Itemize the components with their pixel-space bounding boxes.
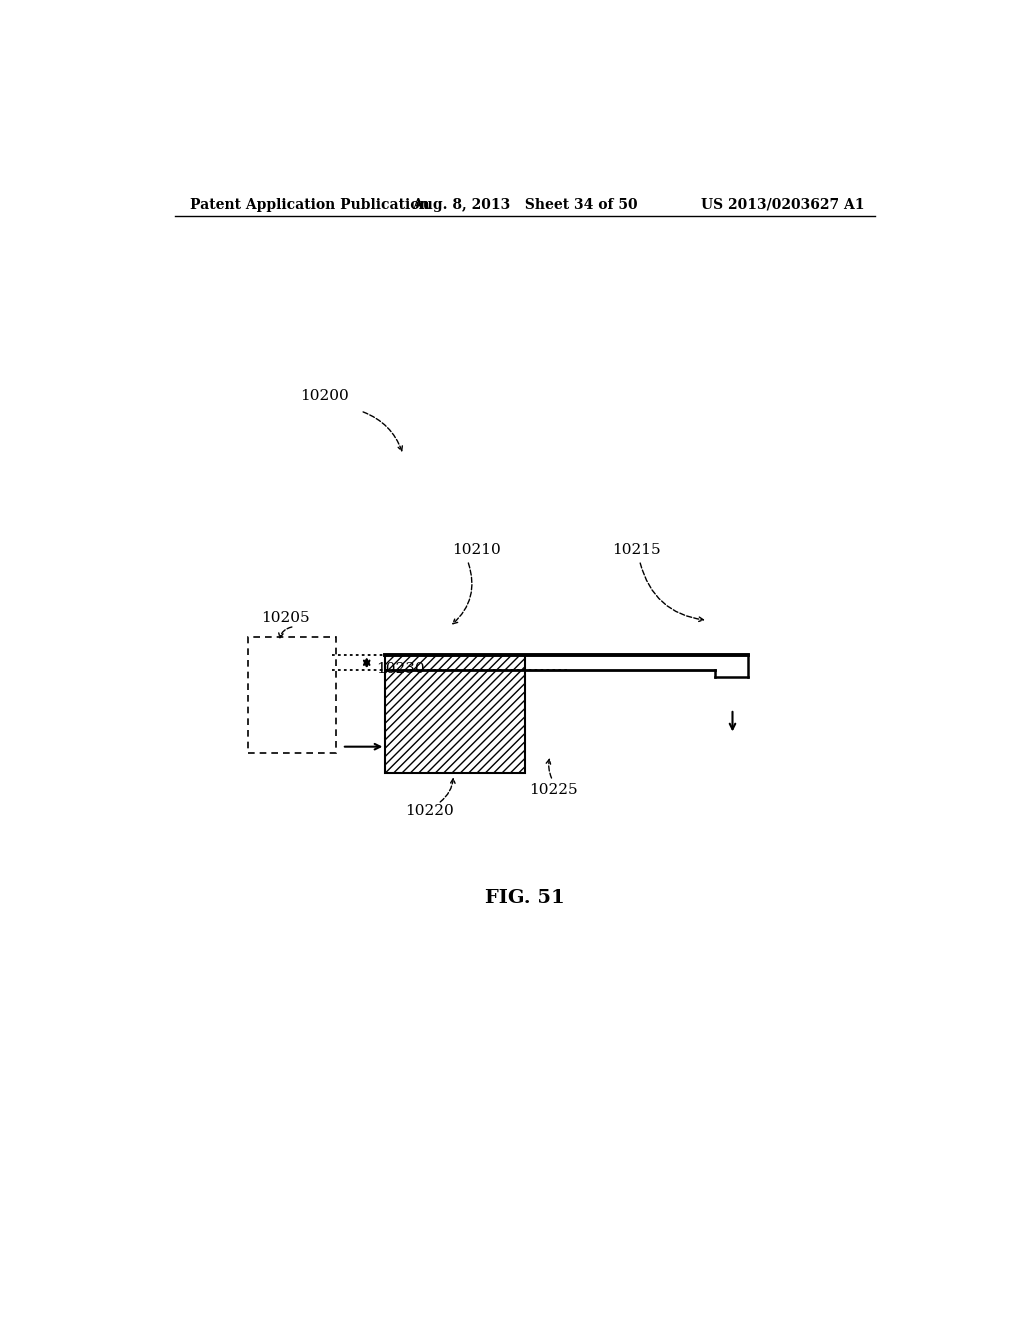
FancyArrowPatch shape <box>640 564 703 622</box>
FancyArrowPatch shape <box>453 562 472 624</box>
FancyArrowPatch shape <box>440 779 455 803</box>
Bar <box>248 638 336 752</box>
Text: 10200: 10200 <box>300 388 349 403</box>
Text: 10215: 10215 <box>612 543 662 557</box>
Text: 10220: 10220 <box>406 804 455 818</box>
Text: FIG. 51: FIG. 51 <box>485 888 564 907</box>
Text: Aug. 8, 2013   Sheet 34 of 50: Aug. 8, 2013 Sheet 34 of 50 <box>412 198 638 211</box>
Text: Patent Application Publication: Patent Application Publication <box>190 198 430 211</box>
FancyArrowPatch shape <box>279 627 292 638</box>
Bar <box>385 655 524 774</box>
FancyArrowPatch shape <box>546 759 552 777</box>
Text: 10205: 10205 <box>261 611 310 626</box>
Text: 10210: 10210 <box>452 543 501 557</box>
Text: 10230: 10230 <box>376 661 425 676</box>
Text: 10225: 10225 <box>529 783 579 797</box>
FancyArrowPatch shape <box>364 412 402 450</box>
Text: US 2013/0203627 A1: US 2013/0203627 A1 <box>700 198 864 211</box>
